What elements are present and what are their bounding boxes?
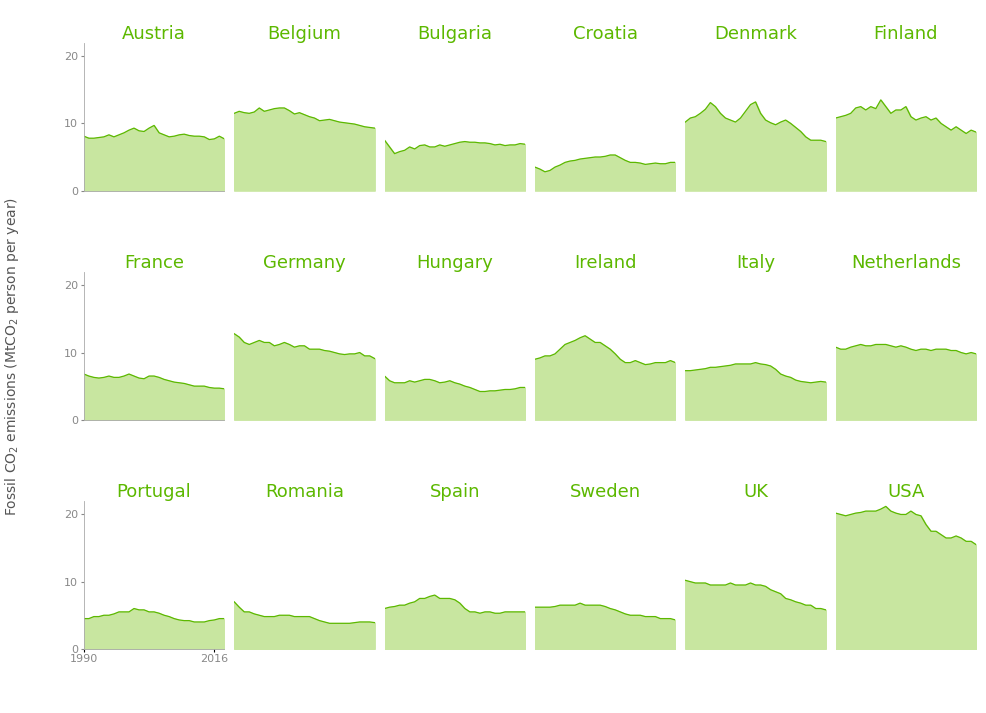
Title: Belgium: Belgium: [267, 25, 341, 43]
Title: Sweden: Sweden: [570, 483, 641, 501]
Title: Netherlands: Netherlands: [851, 254, 961, 272]
Title: Romania: Romania: [265, 483, 344, 501]
Title: Spain: Spain: [430, 483, 480, 501]
Title: Finland: Finland: [874, 25, 938, 43]
Title: UK: UK: [743, 483, 768, 501]
Title: Bulgaria: Bulgaria: [417, 25, 492, 43]
Title: USA: USA: [887, 483, 925, 501]
Title: Italy: Italy: [736, 254, 775, 272]
Title: France: France: [124, 254, 184, 272]
Title: Denmark: Denmark: [714, 25, 797, 43]
Title: Croatia: Croatia: [573, 25, 638, 43]
Text: Fossil CO$_2$ emissions (MtCO$_2$ person per year): Fossil CO$_2$ emissions (MtCO$_2$ person…: [3, 197, 21, 516]
Title: Germany: Germany: [263, 254, 346, 272]
Title: Austria: Austria: [122, 25, 186, 43]
Title: Hungary: Hungary: [416, 254, 493, 272]
Title: Portugal: Portugal: [116, 483, 191, 501]
Title: Ireland: Ireland: [574, 254, 636, 272]
